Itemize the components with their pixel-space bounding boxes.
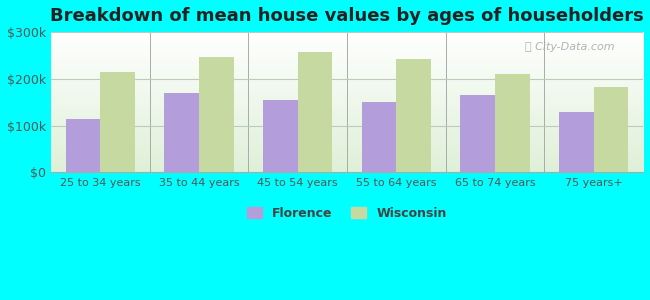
Bar xyxy=(559,112,593,172)
Bar xyxy=(66,119,100,172)
Legend: Florence, Wisconsin: Florence, Wisconsin xyxy=(242,202,452,225)
Bar xyxy=(164,93,199,172)
Bar xyxy=(460,95,495,172)
Bar xyxy=(199,57,233,172)
Bar xyxy=(593,87,629,172)
Title: Breakdown of mean house values by ages of householders: Breakdown of mean house values by ages o… xyxy=(50,7,644,25)
Text: ⓘ City-Data.com: ⓘ City-Data.com xyxy=(525,42,614,52)
Bar xyxy=(396,59,431,172)
Bar xyxy=(495,74,530,172)
Bar xyxy=(362,102,396,172)
Bar xyxy=(263,100,298,172)
Bar xyxy=(298,52,332,172)
Bar xyxy=(100,72,135,172)
